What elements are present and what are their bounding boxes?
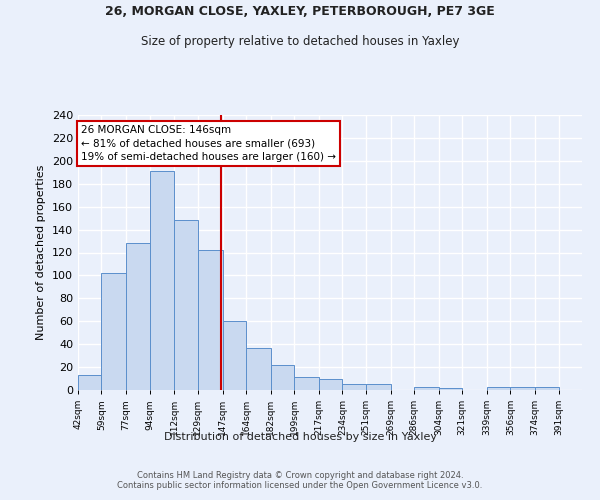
Bar (366, 384, 391, 390)
Text: Size of property relative to detached houses in Yaxley: Size of property relative to detached ho… (141, 35, 459, 48)
Text: 26 MORGAN CLOSE: 146sqm
← 81% of detached houses are smaller (693)
19% of semi-d: 26 MORGAN CLOSE: 146sqm ← 81% of detache… (81, 126, 336, 162)
Bar (511, 386, 535, 390)
Bar (223, 322, 246, 390)
Bar (271, 365, 294, 390)
Bar (175, 220, 198, 390)
Bar (126, 244, 149, 390)
Text: 26, MORGAN CLOSE, YAXLEY, PETERBOROUGH, PE7 3GE: 26, MORGAN CLOSE, YAXLEY, PETERBOROUGH, … (105, 5, 495, 18)
Bar (294, 378, 319, 390)
Text: Contains HM Land Registry data © Crown copyright and database right 2024.
Contai: Contains HM Land Registry data © Crown c… (118, 470, 482, 490)
Bar (487, 386, 511, 390)
Bar (414, 386, 439, 390)
Bar (149, 171, 175, 390)
Bar (101, 273, 126, 390)
Bar (535, 386, 559, 390)
Y-axis label: Number of detached properties: Number of detached properties (37, 165, 46, 340)
Bar (78, 375, 101, 390)
Bar (246, 348, 271, 390)
Bar (439, 388, 462, 390)
Bar (198, 250, 223, 390)
Bar (343, 384, 366, 390)
Text: Distribution of detached houses by size in Yaxley: Distribution of detached houses by size … (163, 432, 437, 442)
Bar (319, 378, 343, 390)
